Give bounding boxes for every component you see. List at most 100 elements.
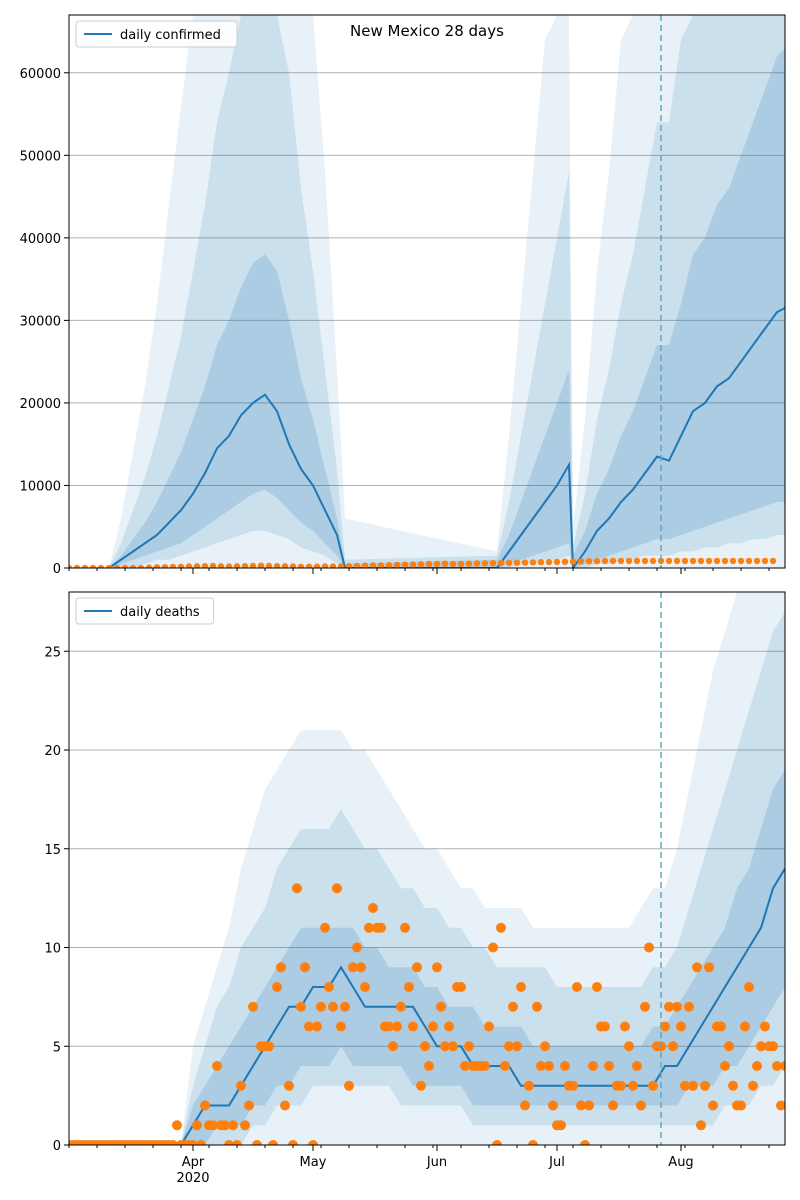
x-tick-label: Jul [548, 1155, 565, 1170]
observed-point [97, 564, 105, 568]
observed-point [121, 564, 129, 568]
y-tick-label: 30000 [20, 314, 61, 329]
observed-point [456, 982, 466, 992]
observed-point [692, 962, 702, 973]
observed-point [633, 557, 641, 565]
observed-point [540, 1041, 550, 1052]
observed-point [356, 962, 366, 973]
observed-point [556, 1120, 566, 1131]
observed-point [425, 560, 433, 568]
observed-point [433, 560, 441, 568]
observed-point [500, 1061, 510, 1071]
x-tick-label: May [300, 1155, 327, 1170]
observed-point [388, 1041, 398, 1052]
observed-point [265, 562, 273, 568]
observed-point [604, 1061, 614, 1071]
observed-point [720, 1061, 730, 1071]
legend-label: daily deaths [120, 605, 200, 620]
observed-point [340, 1001, 350, 1012]
observed-point [524, 1080, 534, 1091]
observed-point [393, 561, 401, 568]
observed-point [585, 558, 593, 565]
observed-point [680, 1080, 690, 1091]
observed-point [740, 1021, 750, 1032]
observed-point [624, 1041, 634, 1052]
observed-point [713, 557, 721, 565]
observed-point [544, 1061, 554, 1071]
observed-point [520, 1100, 530, 1111]
observed-point [620, 1021, 630, 1032]
observed-point [745, 557, 753, 565]
observed-point [473, 560, 481, 567]
observed-point [649, 557, 657, 565]
legend: daily deaths [75, 597, 215, 625]
observed-point [761, 557, 769, 565]
observed-point [441, 560, 449, 567]
observed-point [593, 557, 601, 565]
observed-point [304, 1021, 314, 1032]
observed-point [625, 557, 633, 565]
observed-point [69, 564, 73, 568]
observed-point [244, 1100, 254, 1111]
observed-point [529, 559, 537, 566]
observed-point [497, 559, 505, 567]
observed-point [508, 1001, 518, 1012]
observed-point [292, 883, 302, 894]
observed-point [257, 562, 265, 568]
observed-point [449, 560, 457, 568]
observed-point [217, 563, 225, 568]
observed-point [700, 1080, 710, 1091]
observed-point [704, 962, 714, 973]
observed-point [528, 1140, 538, 1145]
observed-point [448, 1041, 458, 1052]
observed-point [616, 1080, 626, 1091]
observed-point [697, 557, 705, 565]
observed-point [412, 962, 422, 973]
observed-point [536, 1061, 546, 1071]
observed-point [297, 563, 305, 568]
observed-point [640, 1001, 650, 1012]
observed-point [172, 1120, 182, 1131]
axes-frame [68, 591, 786, 1146]
observed-point [561, 558, 569, 565]
observed-point [252, 1140, 262, 1145]
y-tick-label: 10000 [20, 479, 61, 494]
observed-point [209, 562, 217, 568]
observed-point [505, 559, 513, 567]
observed-point [273, 563, 281, 568]
observed-point [137, 564, 145, 568]
observed-point [352, 942, 362, 953]
observed-point [312, 1021, 322, 1032]
observed-point [201, 563, 209, 568]
observed-point [521, 559, 529, 566]
y-tick-label: 25 [44, 645, 61, 660]
x-tick-label: Jun [426, 1155, 447, 1170]
observed-point [105, 564, 113, 568]
observed-point [212, 1061, 222, 1071]
observed-point [364, 922, 374, 933]
observed-point [300, 962, 310, 973]
x-tick-label: Apr [182, 1155, 205, 1170]
observed-point [721, 557, 729, 565]
observed-point [513, 559, 521, 566]
observed-point [737, 557, 745, 565]
observed-point [344, 1080, 354, 1091]
observed-point [353, 562, 361, 568]
uncertainty-band-1 [109, 48, 785, 568]
observed-point [480, 1061, 490, 1071]
y-tick-label: 20 [44, 744, 61, 759]
observed-point [760, 1021, 770, 1032]
observed-point [460, 1061, 470, 1071]
chart-title: New Mexico 28 days [350, 22, 504, 40]
observed-point [73, 564, 81, 568]
observed-point [644, 942, 654, 953]
observed-point [748, 1080, 758, 1091]
legend-box [75, 597, 215, 625]
observed-point [504, 1041, 514, 1052]
observed-point [228, 1120, 238, 1131]
observed-point [641, 557, 649, 565]
observed-point [432, 962, 442, 973]
observed-point [724, 1041, 734, 1052]
observed-point [324, 982, 334, 992]
observed-point [193, 563, 201, 568]
